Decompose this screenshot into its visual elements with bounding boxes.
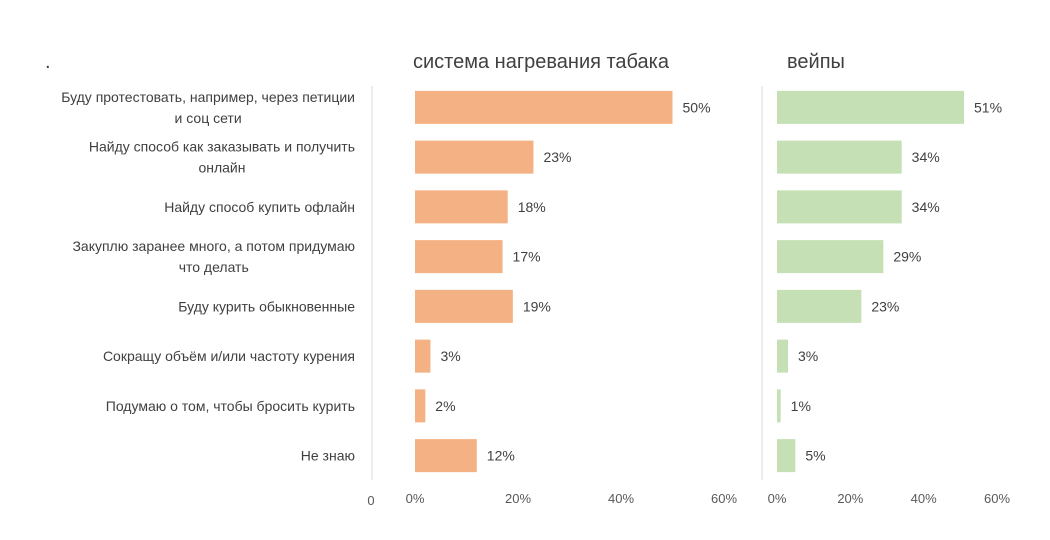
category-axis-tick: 0 (367, 493, 374, 508)
bar (777, 140, 902, 174)
panel-vapes: вейпы 51% 34% 34% 29% 23% 3% 1% 5% 0% 20% 40% 60% (768, 51, 1011, 506)
data-label: 51% (974, 99, 1002, 115)
category-label: Закуплю заранее много, а потом придумаю (72, 238, 355, 254)
data-label: 17% (513, 249, 541, 265)
bar (415, 190, 508, 224)
x-tick-label: 40% (608, 491, 634, 506)
bar (777, 389, 781, 423)
category-label: Подумаю о том, чтобы бросить курить (106, 398, 355, 414)
category-label: Сокращу объём и/или частоту курения (103, 348, 355, 364)
category-label: Найду способ купить офлайн (164, 199, 355, 215)
category-label: что делать (179, 259, 249, 275)
data-label: 3% (798, 348, 818, 364)
x-tick-label: 20% (837, 491, 863, 506)
bar (777, 90, 964, 124)
bar (415, 439, 477, 473)
bar (777, 190, 902, 224)
x-tick-label: 0% (406, 491, 425, 506)
panel-title: система нагревания табака (413, 51, 670, 73)
category-label: Найду способ как заказывать и получить (89, 139, 355, 155)
panel-heated-tobacco: система нагревания табака 50% 23% 18% 17% 19%… (406, 51, 738, 506)
data-label: 12% (487, 448, 515, 464)
data-label: 50% (683, 99, 711, 115)
x-tick-label: 0% (768, 491, 787, 506)
bar (777, 289, 862, 323)
bar (415, 289, 513, 323)
data-label: 29% (893, 249, 921, 265)
category-label: онлайн (198, 160, 245, 176)
x-tick-label: 60% (711, 491, 737, 506)
data-label: 23% (871, 298, 899, 314)
panel-title: вейпы (787, 51, 845, 73)
chart-title: . (45, 51, 51, 73)
data-label: 34% (912, 199, 940, 215)
data-label: 5% (805, 448, 825, 464)
bar (415, 389, 426, 423)
category-label: и соц сети (175, 110, 242, 126)
data-label: 23% (543, 149, 571, 165)
data-label: 18% (518, 199, 546, 215)
data-label: 19% (523, 298, 551, 314)
data-label: 1% (791, 398, 811, 414)
bar (777, 439, 796, 473)
data-label: 34% (912, 149, 940, 165)
category-labels: Буду протестовать, например, через петиц… (61, 89, 355, 464)
data-label: 3% (440, 348, 460, 364)
bar (415, 90, 673, 124)
bar (777, 339, 788, 373)
bar (415, 339, 431, 373)
x-tick-label: 40% (911, 491, 937, 506)
bar (415, 140, 534, 174)
category-label: Буду курить обыкновенные (178, 298, 355, 314)
x-tick-label: 60% (984, 491, 1010, 506)
x-tick-label: 20% (505, 491, 531, 506)
data-label: 2% (435, 398, 455, 414)
bar (415, 240, 503, 274)
category-label: Буду протестовать, например, через петиц… (61, 89, 355, 105)
category-label: Не знаю (301, 448, 355, 464)
bar (777, 240, 884, 274)
